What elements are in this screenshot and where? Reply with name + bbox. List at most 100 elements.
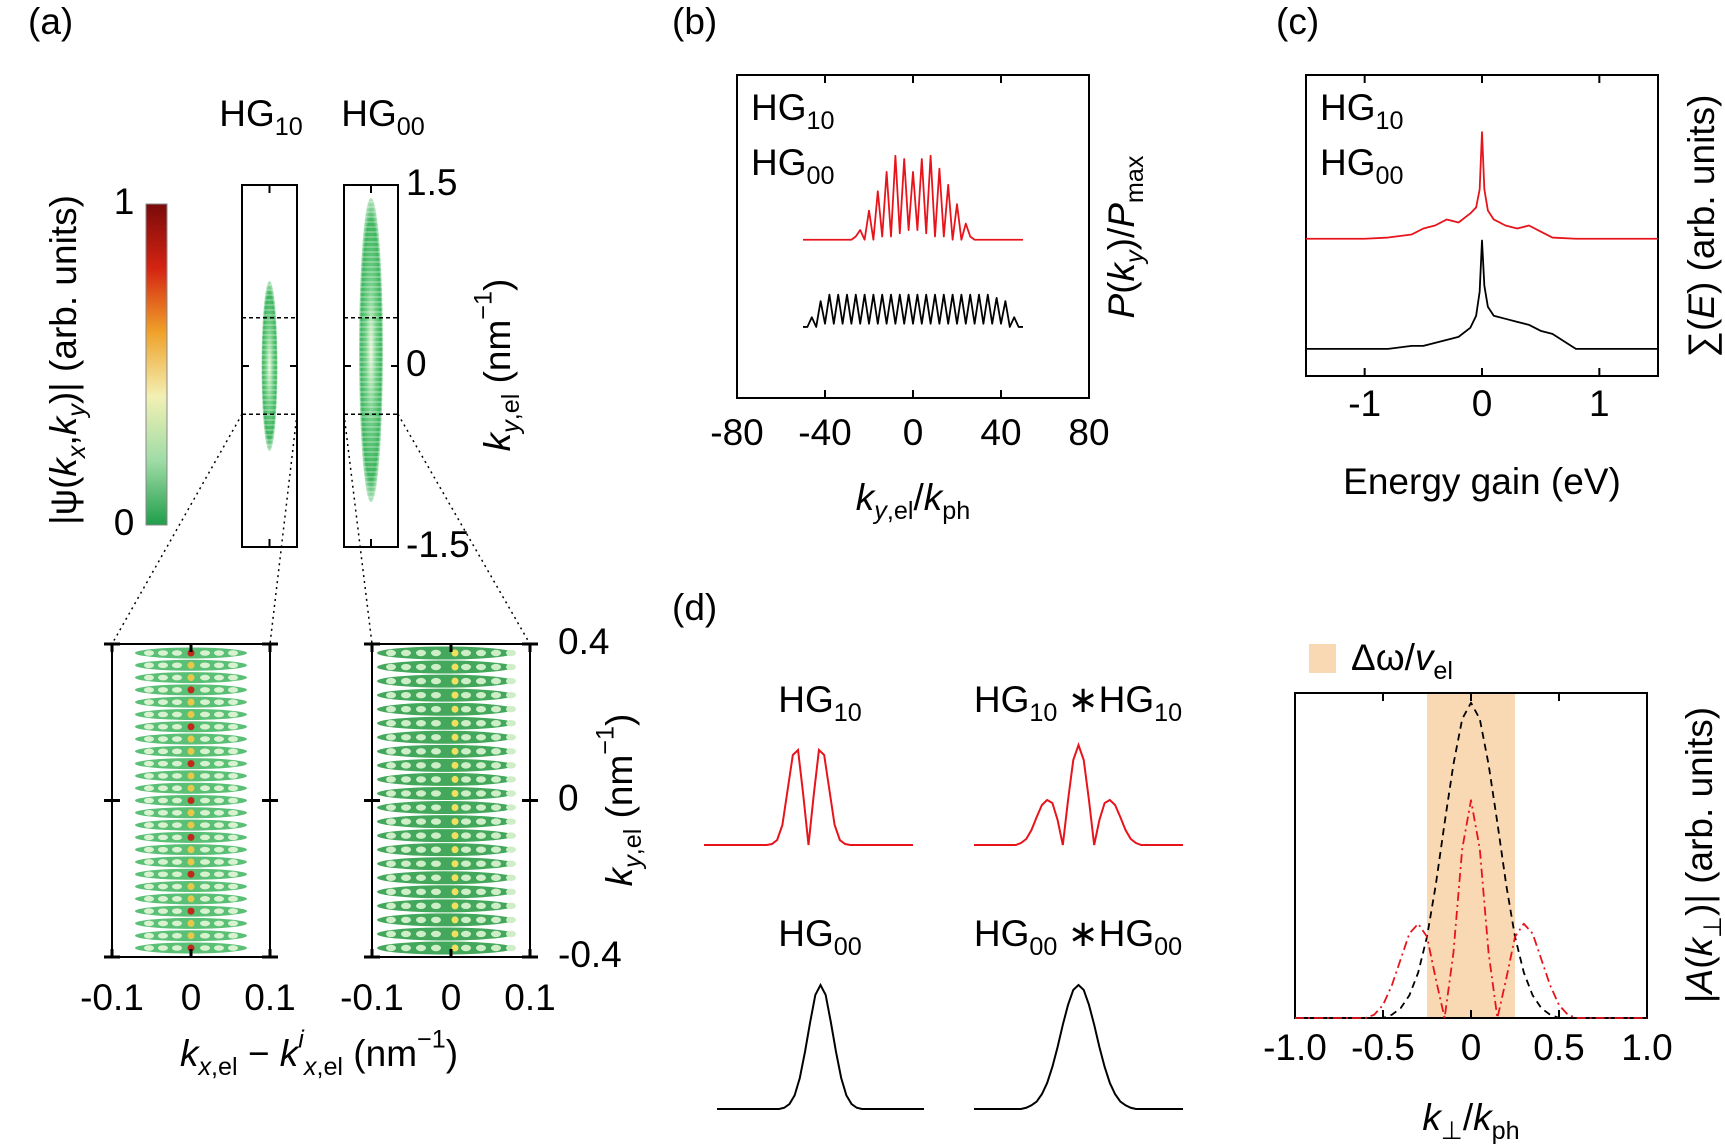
x-axis-label: Energy gain (eV) [1343, 461, 1621, 502]
line [1306, 131, 1658, 240]
heatmap-cell [214, 945, 224, 951]
heatmap-cell [416, 902, 426, 910]
heatmap-cell [158, 662, 168, 669]
heatmap-cell [228, 785, 238, 792]
x-tick-label: 0 [441, 977, 462, 1018]
heatmap-cell [228, 773, 238, 779]
heatmap-cell [200, 773, 210, 779]
heatmap-cell [476, 846, 486, 853]
heatmap-cell [187, 846, 195, 854]
heatmap-cell [401, 916, 411, 924]
heatmap-cell [386, 776, 396, 783]
heatmap-cell [476, 804, 486, 811]
heatmap-cell [416, 888, 426, 896]
heatmap-cell [491, 944, 501, 952]
heatmap-cell [461, 776, 471, 783]
heatmap-cell [491, 832, 501, 839]
heatmap-blob [261, 281, 278, 451]
heatmap-cell [451, 663, 459, 671]
text-part: / [1463, 1097, 1474, 1138]
heatmap-cell [200, 809, 210, 816]
text-part: −1 [591, 726, 619, 755]
heatmap-cell [491, 846, 501, 853]
heatmap-cell [451, 916, 459, 924]
heatmap-cell [401, 818, 411, 825]
colorbar-tick-label: 0 [114, 502, 135, 543]
heatmap-cell [416, 762, 426, 769]
heatmap-cell [200, 723, 210, 730]
heatmap-cell [200, 822, 210, 828]
text-part: el [1433, 656, 1453, 684]
text-part: ) [1681, 282, 1722, 294]
heatmap-cell [451, 902, 459, 910]
heatmap-cell [491, 790, 501, 797]
heatmap-cell [200, 699, 210, 705]
heatmap-cell [491, 705, 501, 713]
text-part: k [1422, 1097, 1443, 1138]
heatmap-cell [506, 720, 516, 727]
heatmap-cell [172, 834, 182, 841]
heatmap-cell [431, 790, 441, 797]
heatmap-cell [214, 662, 224, 669]
panel-label: (a) [28, 1, 73, 42]
heatmap-cell [401, 705, 411, 713]
text-part: k [856, 477, 877, 518]
heatmap-cell [228, 908, 238, 914]
heatmap-cell [386, 663, 396, 671]
heatmap-cell [377, 702, 513, 716]
heatmap-cell [506, 930, 516, 938]
y-tick-label: -0.4 [558, 934, 622, 975]
heatmap-cell [214, 711, 224, 718]
heatmap-cell [506, 874, 516, 881]
legend-label: HG10 [778, 679, 861, 727]
heatmap-cell [431, 734, 441, 741]
heatmap-cell [172, 687, 182, 693]
heatmap-cell [200, 674, 210, 681]
heatmap-cell [401, 762, 411, 769]
text-part: P [1101, 293, 1142, 318]
heatmap-cell [506, 888, 516, 896]
heatmap-cell [377, 688, 513, 702]
heatmap-cell [451, 677, 459, 685]
text-part: ( [1101, 281, 1142, 294]
panel-label: (c) [1276, 1, 1319, 42]
heatmap-cell [158, 846, 168, 853]
heatmap-cell [461, 818, 471, 825]
heatmap-cell [187, 698, 195, 706]
heatmap-cell [228, 834, 238, 841]
heatmap-cell [158, 920, 168, 927]
heatmap-cell [416, 748, 426, 755]
heatmap-cell [476, 734, 486, 741]
x-tick-label: 0.5 [1533, 1027, 1584, 1068]
heatmap-cell [451, 944, 459, 952]
heatmap-cell [416, 804, 426, 811]
text-part: ) [1101, 238, 1142, 250]
text-part: ∑ [1681, 331, 1722, 357]
heatmap-cell [200, 859, 210, 865]
heatmap-cell [386, 930, 396, 938]
heatmap-cell [187, 772, 195, 780]
heatmap-cell [451, 846, 459, 854]
heatmap-cell [386, 734, 396, 741]
profile-line [717, 982, 924, 1110]
heatmap-cell [172, 859, 182, 865]
heatmap-cell [172, 760, 182, 767]
heatmap-cell [451, 860, 459, 868]
heatmap-cell [187, 895, 195, 903]
heatmap-cell [451, 818, 459, 826]
panel-label: (d) [672, 587, 717, 628]
text-part: y [1120, 249, 1148, 265]
heatmap-cell [401, 691, 411, 699]
heatmap-cell [158, 809, 168, 816]
legend-label: HG10 [1320, 87, 1403, 135]
heatmap-cell [491, 776, 501, 783]
heatmap-cell [187, 649, 195, 657]
profile-line [974, 983, 1183, 1110]
heatmap-cell [461, 930, 471, 938]
text-part: ( [1681, 318, 1722, 331]
heatmap-cell [187, 710, 195, 718]
heatmap-cell [431, 705, 441, 713]
heatmap-cell [144, 711, 154, 718]
heatmap-cell [144, 699, 154, 705]
